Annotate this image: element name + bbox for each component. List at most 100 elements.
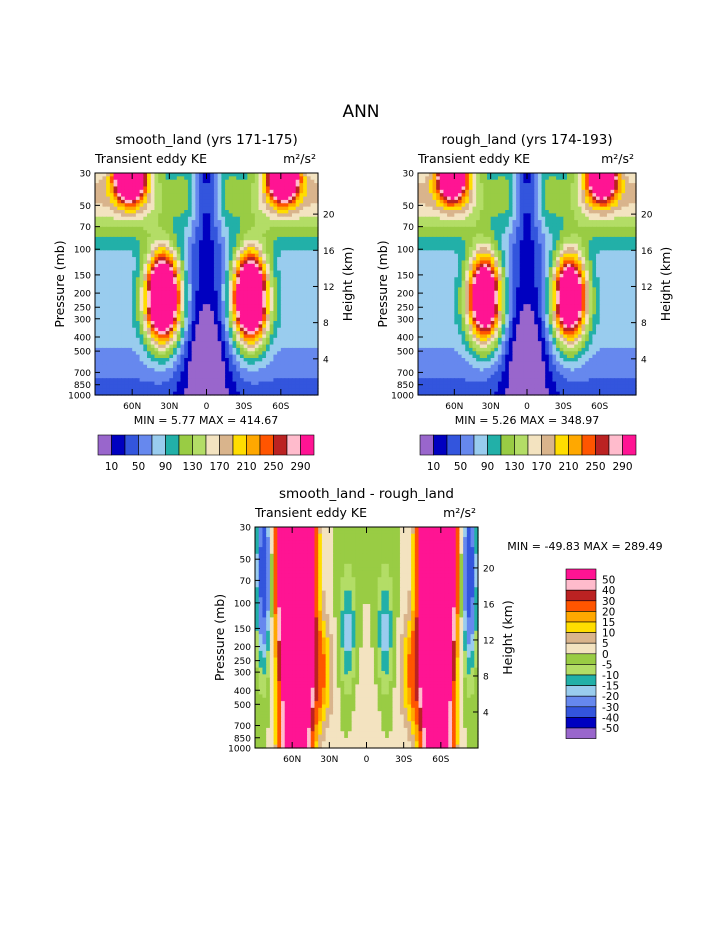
contour-cell bbox=[202, 331, 208, 336]
contour-cell bbox=[202, 351, 208, 356]
contour-cell bbox=[147, 361, 152, 366]
contour-cell bbox=[173, 220, 178, 225]
contour-cell bbox=[191, 297, 196, 302]
contour-cell bbox=[306, 344, 312, 349]
contour-cell bbox=[288, 189, 293, 194]
contour-cell bbox=[132, 351, 137, 356]
contour-cell bbox=[288, 199, 293, 204]
contour-cell bbox=[284, 189, 289, 194]
contour-cell bbox=[132, 290, 137, 295]
contour-cell bbox=[135, 213, 141, 218]
contour-cell bbox=[143, 243, 148, 248]
contour-cell bbox=[169, 378, 174, 383]
contour-cell bbox=[191, 273, 196, 278]
contour-cell bbox=[221, 304, 226, 309]
contour-cell bbox=[195, 294, 200, 299]
contour-cell bbox=[303, 327, 308, 332]
contour-cell bbox=[124, 294, 130, 299]
contour-cell bbox=[581, 220, 586, 225]
contour-cell bbox=[158, 354, 163, 359]
contour-cell bbox=[132, 304, 137, 309]
contour-cell bbox=[225, 226, 230, 231]
contour-cell bbox=[165, 354, 170, 359]
contour-cell bbox=[210, 287, 215, 292]
contour-cell bbox=[210, 388, 215, 393]
contour-cell bbox=[169, 334, 174, 339]
contour-cell bbox=[147, 243, 152, 248]
contour-cell bbox=[625, 176, 630, 181]
contour-cell bbox=[280, 270, 286, 275]
contour-cell bbox=[236, 327, 241, 332]
contour-cell bbox=[443, 210, 448, 214]
contour-cell bbox=[139, 183, 144, 188]
contour-cell bbox=[187, 203, 193, 208]
contour-cell bbox=[195, 314, 200, 319]
contour-cell bbox=[139, 230, 144, 235]
contour-cell bbox=[254, 179, 260, 184]
contour-cell bbox=[537, 210, 543, 214]
contour-cell bbox=[150, 317, 156, 322]
contour-cell bbox=[497, 220, 503, 225]
contour-cell bbox=[113, 173, 118, 177]
contour-cell bbox=[585, 186, 590, 191]
contour-cell bbox=[191, 247, 196, 251]
contour-cell bbox=[254, 220, 260, 225]
contour-cell bbox=[161, 384, 167, 389]
contour-cell bbox=[625, 210, 630, 214]
x-tick-label: 30S bbox=[235, 402, 252, 412]
contour-cell bbox=[552, 186, 557, 191]
contour-cell bbox=[284, 317, 289, 322]
contour-cell bbox=[128, 179, 133, 184]
contour-cell bbox=[147, 176, 152, 181]
contour-cell bbox=[228, 300, 234, 305]
y-right-tick-label: 8 bbox=[323, 319, 329, 329]
contour-cell bbox=[210, 361, 215, 366]
contour-cell bbox=[277, 193, 282, 198]
contour-cell bbox=[184, 374, 189, 379]
contour-cell bbox=[180, 267, 185, 272]
contour-cell bbox=[206, 273, 211, 278]
contour-cell bbox=[552, 176, 557, 181]
contour-cell bbox=[180, 173, 185, 177]
contour-cell bbox=[158, 233, 163, 238]
contour-cell bbox=[236, 189, 241, 194]
contour-cell bbox=[269, 378, 274, 383]
contour-cell bbox=[121, 206, 126, 211]
contour-cell bbox=[494, 176, 499, 181]
contour-cell bbox=[225, 384, 230, 389]
contour-cell bbox=[501, 206, 506, 211]
contour-cell bbox=[161, 267, 167, 272]
contour-cell bbox=[291, 206, 297, 211]
contour-cell bbox=[284, 347, 289, 352]
contour-cell bbox=[113, 364, 118, 369]
contour-cell bbox=[206, 179, 211, 184]
contour-cell bbox=[221, 243, 226, 248]
contour-cell bbox=[277, 223, 282, 228]
contour-cell bbox=[291, 388, 297, 393]
contour-cell bbox=[303, 216, 308, 221]
contour-cell bbox=[180, 388, 185, 393]
contour-cell bbox=[247, 220, 252, 225]
contour-cell bbox=[239, 179, 245, 184]
contour-cell bbox=[288, 327, 293, 332]
contour-cell bbox=[585, 210, 590, 214]
contour-cell bbox=[147, 314, 152, 319]
contour-cell bbox=[128, 186, 133, 191]
contour-cell bbox=[132, 337, 137, 342]
contour-cell bbox=[472, 189, 477, 194]
contour-cell bbox=[299, 270, 304, 275]
contour-cell bbox=[465, 176, 470, 181]
contour-cell bbox=[217, 186, 222, 191]
contour-cell bbox=[202, 324, 208, 329]
contour-cell bbox=[512, 203, 517, 208]
contour-cell bbox=[176, 341, 182, 346]
contour-cell bbox=[295, 189, 301, 194]
contour-cell bbox=[161, 263, 167, 268]
contour-cell bbox=[269, 257, 274, 262]
contour-cell bbox=[497, 196, 503, 201]
contour-cell bbox=[306, 267, 312, 272]
contour-cell bbox=[169, 314, 174, 319]
contour-cell bbox=[277, 270, 282, 275]
contour-cell bbox=[113, 206, 118, 211]
contour-cell bbox=[501, 179, 506, 184]
